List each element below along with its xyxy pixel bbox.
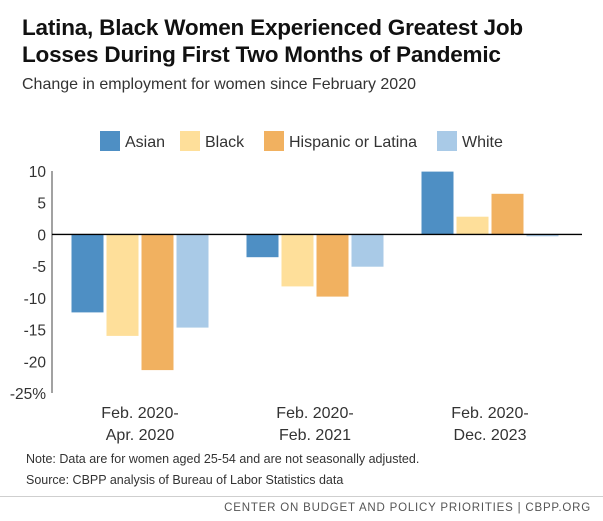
y-tick-label: -15	[24, 323, 46, 340]
bar-white-3	[526, 234, 559, 237]
footer-attribution: CENTER ON BUDGET AND POLICY PRIORITIES |…	[224, 502, 591, 514]
y-tick-label: -25%	[10, 386, 46, 403]
bar-asian-2	[246, 234, 279, 258]
x-tick-label: Feb. 2020-	[276, 405, 353, 422]
x-tick-label: Apr. 2020	[106, 427, 175, 444]
x-tick-label: Feb. 2021	[279, 427, 351, 444]
chart-subtitle: Change in employment for women since Feb…	[22, 76, 416, 93]
legend-swatch-hispanic-or-latina	[264, 131, 284, 151]
bar-hispanic-or-latina-3	[491, 193, 524, 235]
bar-hispanic-or-latina-2	[316, 234, 349, 297]
legend-label-black: Black	[205, 134, 245, 151]
bar-white-2	[351, 234, 384, 267]
x-tick-label: Dec. 2023	[454, 427, 527, 444]
legend-swatch-white	[437, 131, 457, 151]
footer-divider	[0, 496, 603, 497]
y-tick-label: -5	[32, 259, 46, 276]
legend-swatch-asian	[100, 131, 120, 151]
y-tick-label: 0	[37, 227, 46, 244]
bar-asian-3	[421, 171, 454, 235]
bar-black-1	[106, 234, 139, 336]
x-tick-label: Feb. 2020-	[101, 405, 178, 422]
y-tick-label: 5	[37, 196, 46, 213]
legend-label-asian: Asian	[125, 134, 165, 151]
legend-label-white: White	[462, 134, 503, 151]
chart-title: Latina, Black Women Experienced Greatest…	[22, 15, 523, 67]
bar-black-3	[456, 216, 489, 235]
bar-black-2	[281, 234, 314, 287]
bar-asian-1	[71, 234, 104, 313]
y-tick-label: -20	[24, 354, 47, 371]
legend-label-hispanic-or-latina: Hispanic or Latina	[289, 134, 417, 151]
x-tick-label: Feb. 2020-	[451, 405, 528, 422]
legend-swatch-black	[180, 131, 200, 151]
y-tick-label: 10	[29, 164, 47, 181]
chart-source: Source: CBPP analysis of Bureau of Labor…	[26, 473, 344, 487]
chart-note: Note: Data are for women aged 25-54 and …	[26, 452, 420, 466]
bar-hispanic-or-latina-1	[141, 234, 174, 371]
bar-white-1	[176, 234, 209, 328]
y-tick-label: -10	[24, 291, 47, 308]
